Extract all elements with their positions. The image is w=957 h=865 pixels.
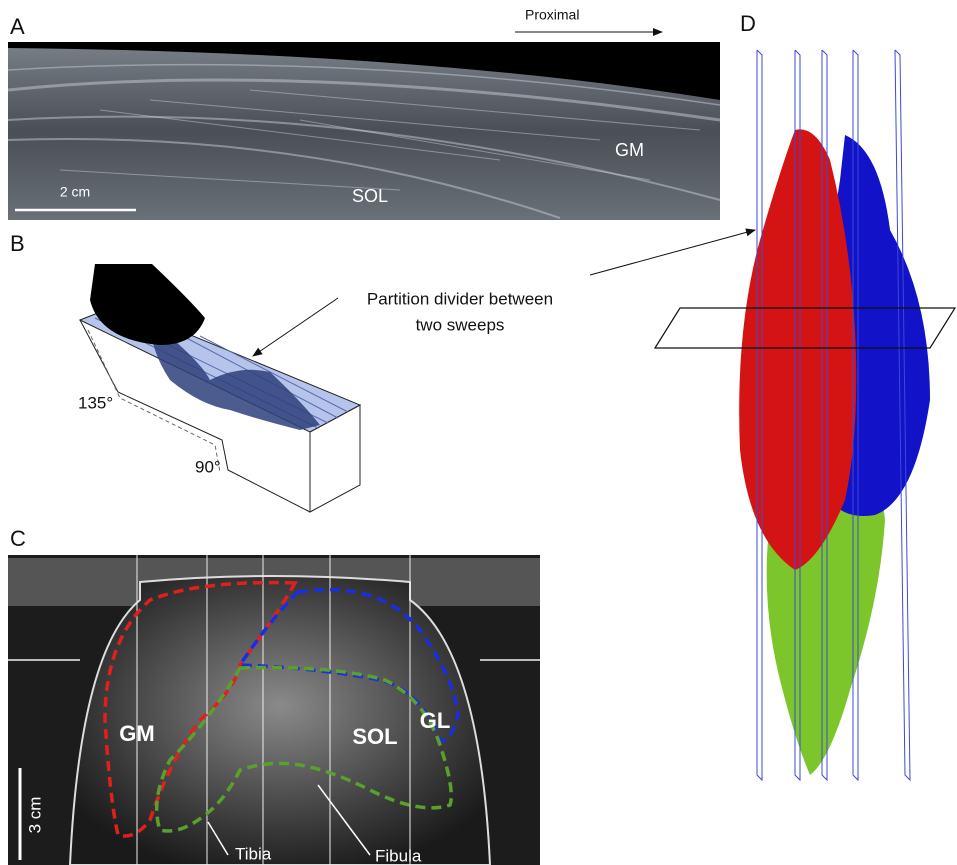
panel-label: B xyxy=(10,231,25,256)
bone-label: Fibula xyxy=(375,846,422,865)
scale-label: 3 cm xyxy=(25,797,44,834)
annotation-arrow xyxy=(253,298,338,356)
angle-label: 90° xyxy=(195,457,221,476)
muscle-label: GM xyxy=(119,721,154,746)
muscle-label: SOL xyxy=(352,724,397,749)
annotation: Partition divider between xyxy=(367,289,553,308)
panel-label: A xyxy=(10,14,25,39)
muscle-label: GM xyxy=(615,140,644,160)
panel-label: D xyxy=(740,11,756,36)
scale-label: 2 cm xyxy=(60,184,90,200)
muscle-label: GL xyxy=(420,708,451,733)
panel-c: C GM GL SOL 3 cm Tibia Fibula xyxy=(8,526,540,865)
panel-b: B Partition divider between two sweeps 1… xyxy=(10,231,553,512)
bone-label: Tibia xyxy=(235,844,272,863)
angle-label: 135° xyxy=(78,393,113,412)
panel-a: A Proximal 2 cm GM SOL xyxy=(8,7,720,220)
muscle-label: SOL xyxy=(352,186,388,206)
direction-label: Proximal xyxy=(525,7,579,23)
annotation: two sweeps xyxy=(416,315,505,334)
figure: A Proximal 2 cm GM SOL B Partition divid… xyxy=(0,0,957,865)
panel-label: C xyxy=(10,526,26,551)
annotation-arrow xyxy=(590,230,755,275)
